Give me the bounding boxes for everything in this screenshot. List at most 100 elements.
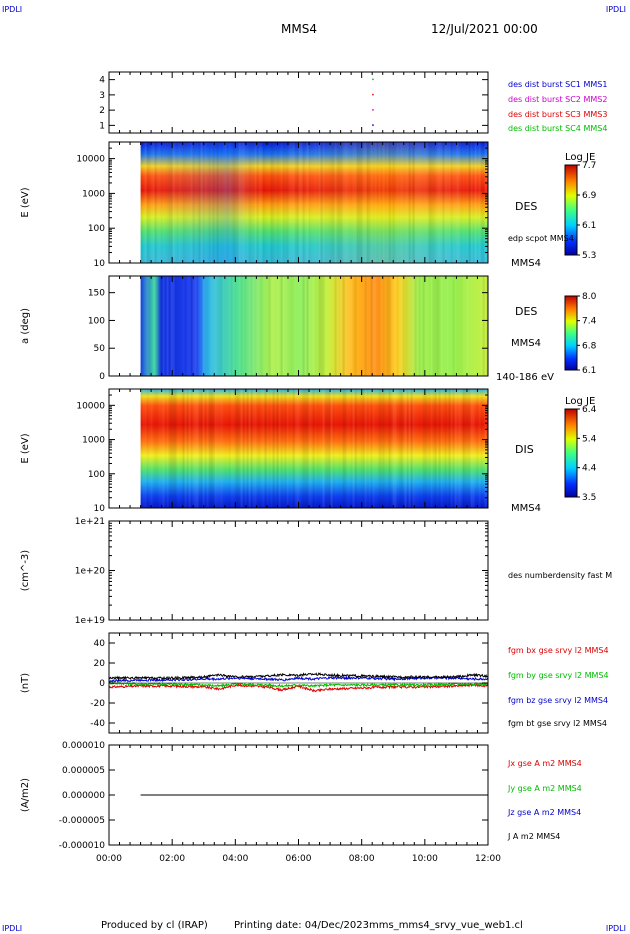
des-pitch-spectrogram-streak — [353, 276, 355, 376]
des-pitch-spectrogram-streak — [412, 276, 415, 376]
dis-energy-spectrogram-streak — [261, 389, 263, 508]
dis-energy-spectrogram-streak — [398, 389, 401, 508]
dis-energy-spectrogram-streak — [202, 389, 205, 508]
des-pitch-spectrogram-streak — [161, 276, 163, 376]
des-pitch-spectrogram-streak — [425, 276, 427, 376]
dis-energy-spectrogram-streak — [347, 389, 349, 508]
dis-energy-spectrogram-streak — [159, 389, 161, 508]
legend-j: J A m2 MMS4 — [508, 832, 561, 841]
dis-energy-spectrogram-streak — [304, 389, 307, 508]
des-pitch-spectrogram-streak — [322, 276, 325, 376]
des-pitch-spectrogram-streak — [151, 276, 153, 376]
des-pitch-spectrogram-streak — [436, 276, 439, 376]
des-pitch-spectrogram-streak — [315, 276, 317, 376]
des-pitch-spectrogram-streak — [357, 276, 359, 376]
dis-energy-spectrogram-streak — [182, 389, 185, 508]
dis-energy-spectrogram-streak — [214, 389, 217, 508]
energy1-tick-label: 10000 — [76, 155, 105, 165]
current-tick-label: 0.000010 — [62, 741, 105, 751]
dis-energy-spectrogram-streak — [378, 389, 381, 508]
des-pitch-spectrogram-streak — [152, 276, 155, 376]
des-pitch-spectrogram-streak — [205, 276, 207, 376]
dis-energy-spectrogram-streak — [362, 389, 365, 508]
dis-energy-spectrogram-streak — [458, 389, 461, 508]
dis-energy-spectrogram-streak — [431, 389, 433, 508]
des-pitch-spectrogram-streak — [284, 276, 287, 376]
dis-energy-spectrogram-streak — [280, 389, 283, 508]
energy3-tick-label: 1000 — [82, 436, 105, 446]
y-axis-title-2: a (deg) — [20, 308, 31, 344]
dis-energy-spectrogram-streak — [470, 389, 473, 508]
des-pitch-spectrogram-streak — [289, 276, 291, 376]
dis-energy-spectrogram-streak — [234, 389, 237, 508]
des-pitch-spectrogram-streak — [449, 276, 451, 376]
dis-energy-spectrogram-streak — [223, 389, 225, 508]
dis-energy-spectrogram-streak — [354, 389, 357, 508]
des-pitch-spectrogram-streak — [374, 276, 377, 376]
des-pitch-spectrogram-streak — [466, 276, 469, 376]
dis-energy-spectrogram-streak — [291, 389, 293, 508]
des-pitch-spectrogram-streak — [165, 276, 167, 376]
des-pitch-spectrogram-streak — [418, 276, 421, 376]
dis-energy-spectrogram-streak — [410, 389, 413, 508]
dis-energy-spectrogram-streak — [456, 389, 459, 508]
des-pitch-spectrogram-streak — [143, 276, 145, 376]
des-pitch-spectrogram-streak — [267, 276, 269, 376]
des-pitch-spectrogram-streak — [370, 276, 373, 376]
des-pitch-spectrogram-streak — [344, 276, 347, 376]
dis-energy-spectrogram-streak — [254, 389, 257, 508]
dis-energy-spectrogram-streak — [372, 389, 375, 508]
des-pitch-spectrogram-streak — [275, 276, 277, 376]
dis-energy-spectrogram-streak — [337, 389, 339, 508]
des-pitch-spectrogram-streak — [337, 276, 339, 376]
des-energy-label: DES — [515, 200, 538, 213]
des-pitch-spectrogram — [140, 276, 489, 376]
des-pitch-spectrogram-streak — [187, 276, 189, 376]
des-pitch-spectrogram-streak — [398, 276, 401, 376]
dis-energy-spectrogram-streak — [335, 389, 337, 508]
des-pitch-spectrogram-streak — [256, 276, 259, 376]
des-pitch-spectrogram-streak — [174, 276, 177, 376]
dis-energy-colorbar-label: 3.5 — [582, 493, 596, 503]
burst-point — [372, 78, 374, 81]
des-pitch-spectrogram-streak — [181, 276, 183, 376]
dis-energy-spectrogram-streak — [238, 389, 241, 508]
des-pitch-spectrogram-streak — [291, 276, 293, 376]
dis-energy-spectrogram-streak — [157, 389, 159, 508]
des-pitch-spectrogram-streak — [179, 276, 181, 376]
des-pitch-spectrogram-streak — [377, 276, 379, 376]
des-pitch-spectrogram-streak — [287, 276, 289, 376]
des-pitch-spectrogram-streak — [446, 276, 449, 376]
dis-energy-spectrogram-streak — [477, 389, 479, 508]
dis-energy-spectrogram-streak — [427, 389, 429, 508]
dis-energy-spectrogram-streak — [478, 389, 481, 508]
des-pitch-spectrogram-streak — [421, 276, 423, 376]
des-pitch-spectrogram-streak — [209, 276, 211, 376]
dis-energy-spectrogram-streak — [481, 389, 483, 508]
dis-energy-spectrogram-streak — [155, 389, 157, 508]
energy3-tick-label: 10000 — [76, 401, 105, 411]
x-tick-label: 00:00 — [96, 854, 122, 864]
dis-energy-spectrogram-streak — [186, 389, 189, 508]
dis-energy-spectrogram-streak — [258, 389, 261, 508]
dis-energy-spectrogram-streak — [342, 389, 345, 508]
dis-energy-spectrogram-streak — [200, 389, 203, 508]
des-pitch-spectrogram-streak — [455, 276, 457, 376]
pitch-energy-range-label: 140-186 eV — [496, 372, 554, 383]
des-pitch-spectrogram-streak — [439, 276, 441, 376]
dis-energy-spectrogram-streak — [328, 389, 331, 508]
fgm-tick-label: 0 — [99, 679, 105, 689]
fgm-tick-label: -40 — [90, 719, 105, 729]
dis-energy-spectrogram-streak — [475, 389, 477, 508]
des-pitch-spectrogram-streak — [392, 276, 395, 376]
dis-energy-spectrogram-streak — [179, 389, 181, 508]
dis-energy-spectrogram-streak — [448, 389, 451, 508]
des-colorbar-title: Log JE — [565, 152, 596, 163]
dis-energy-spectrogram-streak — [292, 389, 295, 508]
des-pitch-spectrogram-streak — [422, 276, 425, 376]
dis-energy-spectrogram-streak — [295, 389, 297, 508]
dis-energy-colorbar-label: 4.4 — [582, 464, 597, 474]
panel-frame-4 — [108, 520, 489, 621]
des-pitch-spectrogram-streak — [479, 276, 481, 376]
fgm-series-0 — [108, 682, 489, 693]
